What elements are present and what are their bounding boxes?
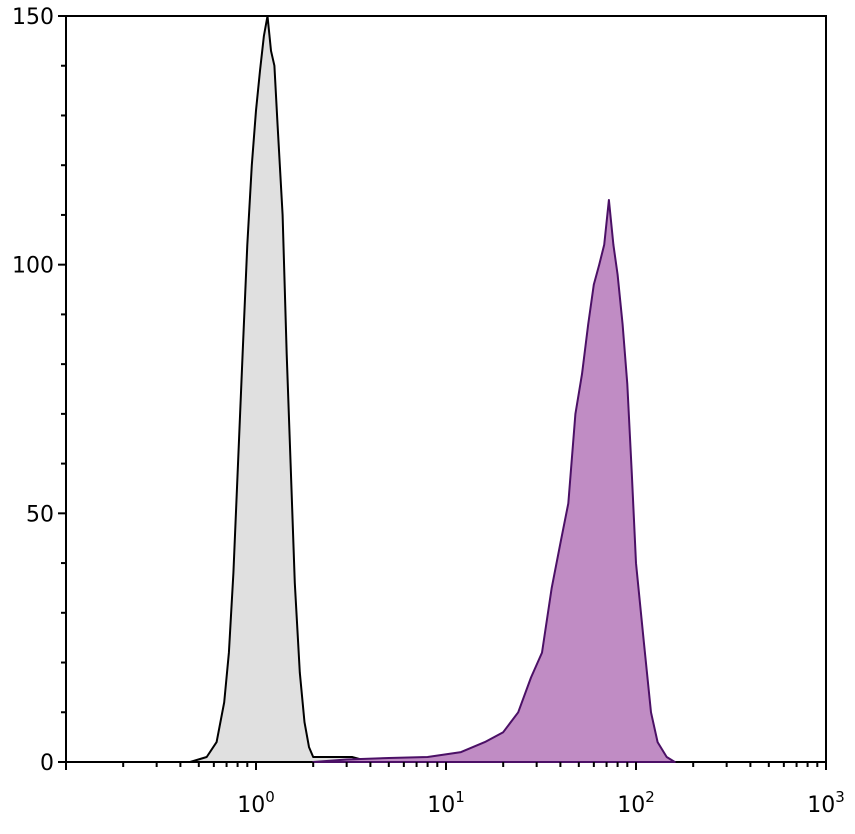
y-tick-label: 0 [40, 751, 54, 776]
y-tick-label: 150 [12, 5, 54, 30]
x-axis: 100 101 102 103 [65, 762, 845, 818]
x-tick-exponent: 0 [265, 788, 275, 806]
plot-frame [65, 15, 827, 763]
x-tick-base: 10 [427, 793, 455, 818]
series-layer [189, 15, 676, 763]
x-tick-label: 103 [807, 788, 845, 818]
x-tick-base: 10 [617, 793, 645, 818]
x-tick-exponent: 3 [835, 788, 845, 806]
x-tick-label: 100 [237, 788, 275, 818]
histogram-series-1 [189, 15, 372, 763]
y-tick-label: 50 [26, 502, 54, 527]
x-tick-exponent: 1 [455, 788, 465, 806]
x-tick-label: 102 [617, 788, 655, 818]
x-tick-label: 101 [427, 788, 465, 818]
y-axis: 0 50 100 150 [12, 5, 66, 776]
y-tick-label: 100 [12, 254, 54, 279]
x-tick-base: 10 [807, 793, 835, 818]
x-tick-base: 10 [237, 793, 265, 818]
histogram-series-2 [312, 199, 676, 763]
x-tick-exponent: 2 [645, 788, 655, 806]
